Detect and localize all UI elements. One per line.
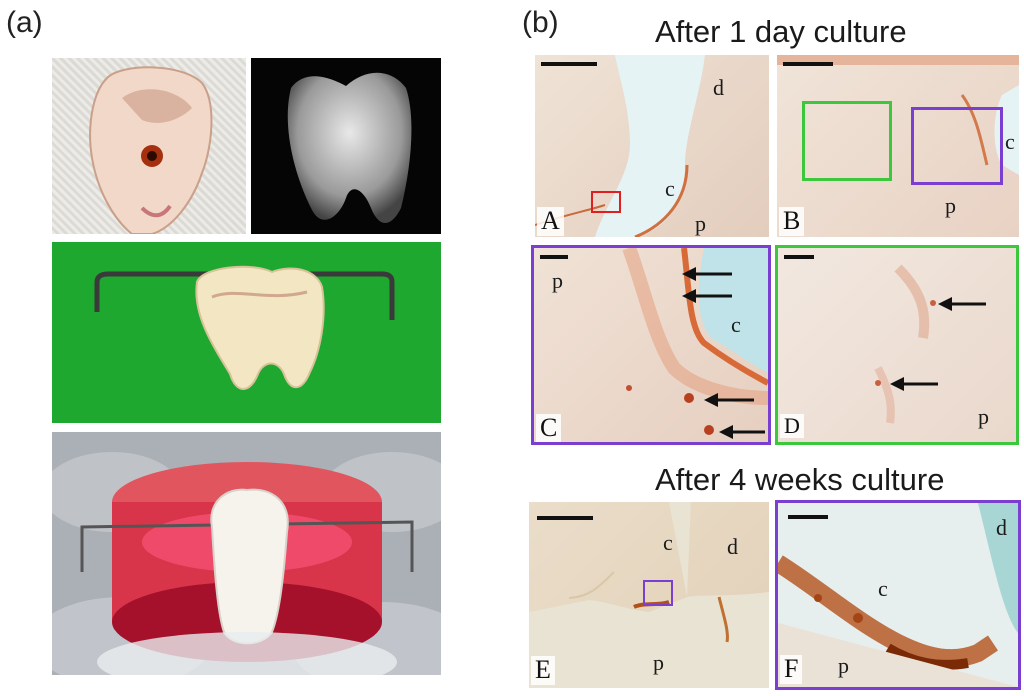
green-inset-box bbox=[802, 101, 892, 181]
red-inset-box bbox=[591, 191, 621, 213]
subpanel-letter-D: D bbox=[780, 413, 804, 439]
scale-bar bbox=[540, 255, 568, 259]
micrograph-E: c d p E bbox=[529, 502, 769, 688]
label-p: p bbox=[653, 650, 664, 675]
arrow-icon bbox=[719, 425, 765, 439]
label-p: p bbox=[945, 193, 956, 218]
micrograph-C: p c C bbox=[531, 245, 771, 445]
label-d: d bbox=[727, 534, 738, 559]
scale-bar bbox=[541, 62, 597, 66]
label-p: p bbox=[838, 653, 849, 678]
label-c: c bbox=[663, 530, 673, 555]
heading-after-4-weeks: After 4 weeks culture bbox=[655, 462, 945, 497]
tooth-occlusal-photo bbox=[52, 58, 246, 234]
purple-inset-box bbox=[911, 107, 1003, 185]
label-d: d bbox=[713, 75, 724, 100]
subpanel-letter-C: C bbox=[536, 413, 562, 442]
label-p: p bbox=[978, 404, 989, 429]
arrow-icon bbox=[682, 289, 732, 303]
scale-bar bbox=[788, 515, 828, 519]
subpanel-letter-F: F bbox=[780, 654, 803, 684]
label-p: p bbox=[695, 211, 706, 236]
arrow-icon bbox=[938, 297, 986, 311]
label-c: c bbox=[731, 312, 741, 337]
panel-b-tag: (b) bbox=[522, 6, 559, 39]
tooth-in-culture-well-photo bbox=[52, 432, 441, 675]
micrograph-B: c p B bbox=[777, 55, 1019, 237]
label-d: d bbox=[996, 515, 1007, 540]
heading-after-1-day: After 1 day culture bbox=[655, 14, 907, 49]
purple-inset-box bbox=[643, 580, 673, 606]
subpanel-letter-A: A bbox=[537, 206, 564, 236]
subpanel-letter-B: B bbox=[779, 206, 805, 236]
arrow-icon bbox=[890, 377, 938, 391]
label-c: c bbox=[665, 176, 675, 201]
label-c: c bbox=[1005, 129, 1015, 154]
label-p: p bbox=[552, 268, 563, 293]
arrow-icon bbox=[682, 267, 732, 281]
tooth-xray-image bbox=[251, 58, 441, 234]
scale-bar bbox=[784, 255, 814, 259]
tooth-with-wire-photo bbox=[52, 242, 441, 423]
subpanel-letter-E: E bbox=[531, 655, 555, 685]
arrow-icon bbox=[704, 393, 754, 407]
scale-bar bbox=[537, 516, 593, 520]
micrograph-F: d c p F bbox=[775, 500, 1021, 690]
micrograph-A: d c p A bbox=[535, 55, 769, 237]
panel-a-tag: (a) bbox=[6, 6, 43, 39]
scale-bar bbox=[783, 62, 833, 66]
label-c: c bbox=[878, 576, 888, 601]
micrograph-D: p D bbox=[775, 245, 1019, 445]
